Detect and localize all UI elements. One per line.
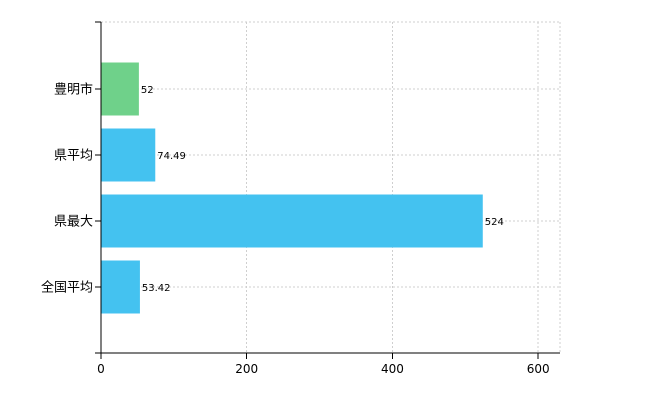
bar-0 (101, 62, 139, 116)
bar-1 (101, 128, 156, 182)
y-tick-label-3: 全国平均 (41, 280, 93, 296)
x-tick-label-0: 0 (97, 362, 105, 376)
grid-layer (101, 21, 561, 353)
x-tick-label-2: 400 (381, 362, 404, 376)
y-tick-label-1: 県平均 (54, 149, 93, 164)
y-tick-label-2: 県最大 (54, 215, 93, 230)
bar-2 (101, 194, 483, 248)
x-tick-label-1: 200 (235, 362, 258, 376)
x-tick-label-3: 600 (527, 362, 550, 376)
bar-layer (101, 62, 483, 314)
y-tick-label-0: 豊明市 (54, 82, 93, 98)
value-label-3: 53.42 (142, 283, 171, 294)
axis-layer (95, 21, 560, 359)
value-label-0: 52 (141, 85, 154, 96)
bar-3 (101, 260, 140, 314)
value-label-2: 524 (485, 217, 504, 228)
value-label-1: 74.49 (157, 151, 186, 162)
